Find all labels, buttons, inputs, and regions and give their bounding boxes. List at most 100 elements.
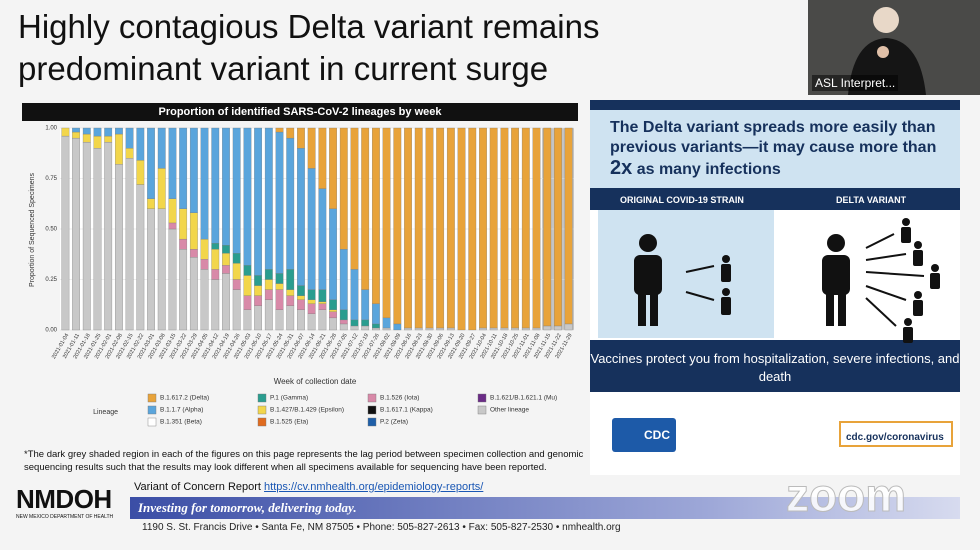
bar-segment [425,327,434,331]
bar-segment [307,299,316,304]
bar-segment [93,148,102,331]
legend-label: B.1.427/B.1.429 (Epsilon) [270,407,344,414]
bar-segment [200,127,209,240]
bar-segment [339,319,348,325]
bar-segment [532,327,541,331]
tagline-band: Investing for tomorrow, delivering today… [130,497,960,519]
bar-segment [147,198,155,209]
legend-label: B.1.617.1 (Kappa) [380,407,433,414]
legend-label: B.1.351 (Beta) [160,419,202,426]
y-tick-label: 0.50 [45,227,57,233]
bar-segment [243,265,252,276]
bar-segment [382,317,391,329]
bar-segment [189,127,198,213]
bar-segment [264,269,273,280]
bar-segment [136,184,145,331]
bar-segment [286,137,295,270]
bar-segment [564,323,573,331]
bar-segment [286,289,295,296]
bar-segment [329,309,337,312]
bar-segment [371,327,380,331]
bar-segment [393,127,402,325]
bar-segment [61,127,70,137]
legend-label: B.1.617.2 (Delta) [160,395,209,402]
bar-segment [114,127,123,135]
bar-segment [371,323,380,329]
vaccine-message: Vaccines protect you from hospitalizatio… [590,351,960,384]
bar-segment [479,327,487,331]
bar-segment [339,323,348,331]
bar-segment [200,269,209,331]
zoom-watermark: zoom [785,469,907,522]
bar-segment [393,323,402,331]
bar-segment [211,127,220,244]
y-tick-label: 0.00 [45,328,57,334]
bar-segment [318,289,327,302]
bar-segment [125,158,134,331]
bar-segment [179,249,188,331]
right-label: DELTA VARIANT [836,195,907,205]
report-link[interactable]: https://cv.nmhealth.org/epidemiology-rep… [264,481,484,493]
bar-segment [371,303,380,325]
y-tick-label: 0.25 [45,277,57,283]
bar-segment [125,148,134,159]
legend-label: B.1.526 (Iota) [380,395,419,402]
bar-segment [147,127,155,199]
bar-segment [382,327,391,331]
bar-segment [114,164,123,331]
bar-segment [361,325,370,331]
bar-segment [307,313,316,331]
bar-segment [157,208,166,331]
bar-segment [404,327,412,331]
y-tick-label: 1.00 [45,126,57,132]
bar-segment [532,127,541,329]
bar-segment [232,263,241,280]
title-line: predominant variant in current surge [18,50,549,87]
bar-segment [350,325,359,331]
bar-segment [339,309,348,321]
bar-segment [232,279,241,290]
bar-segment [511,327,520,331]
bar-segment [489,327,498,331]
bar-segment [189,212,198,250]
bar-segment [264,127,273,270]
bar-segment [254,305,263,331]
bar-segment [307,289,316,300]
bar-segment [222,273,230,331]
legend-label: P.2 (Zeta) [380,419,408,426]
bar-segment [511,127,520,329]
bar-segment [200,259,209,270]
bar-segment [414,127,423,329]
legend-label: P.1 (Gamma) [270,395,308,402]
left-label: ORIGINAL COVID-19 STRAIN [620,195,744,205]
bar-segment [436,327,445,331]
bar-segment [329,311,337,319]
infographic: The Delta variant spreads more easily th… [590,100,960,475]
bar-segment [457,127,466,331]
bar-segment [254,285,263,296]
bar-segment [275,127,284,133]
bar-segment [318,127,327,189]
bar-segment [179,238,188,250]
legend-swatch [367,417,377,427]
legend-label: Other lineage [490,407,529,414]
bar-segment [93,135,102,149]
legend-swatch [477,405,487,415]
report-line: Variant of Concern Report https://cv.nmh… [134,481,483,493]
bar-segment [404,127,412,329]
bar-segment [82,133,91,143]
bar-segment [479,127,487,329]
bar-segment [361,319,370,327]
bar-segment [264,289,273,300]
bar-segment [318,309,327,331]
bar-segment [350,127,359,270]
bar-segment [468,127,477,331]
bar-segment [264,299,273,331]
video-tile[interactable]: ASL Interpret... [808,0,980,95]
bar-segment [232,127,241,254]
bar-segment [371,127,380,304]
bar-segment [297,299,305,310]
bar-segment [297,148,305,286]
slide-title: Highly contagious Delta variant remains p… [18,6,599,90]
